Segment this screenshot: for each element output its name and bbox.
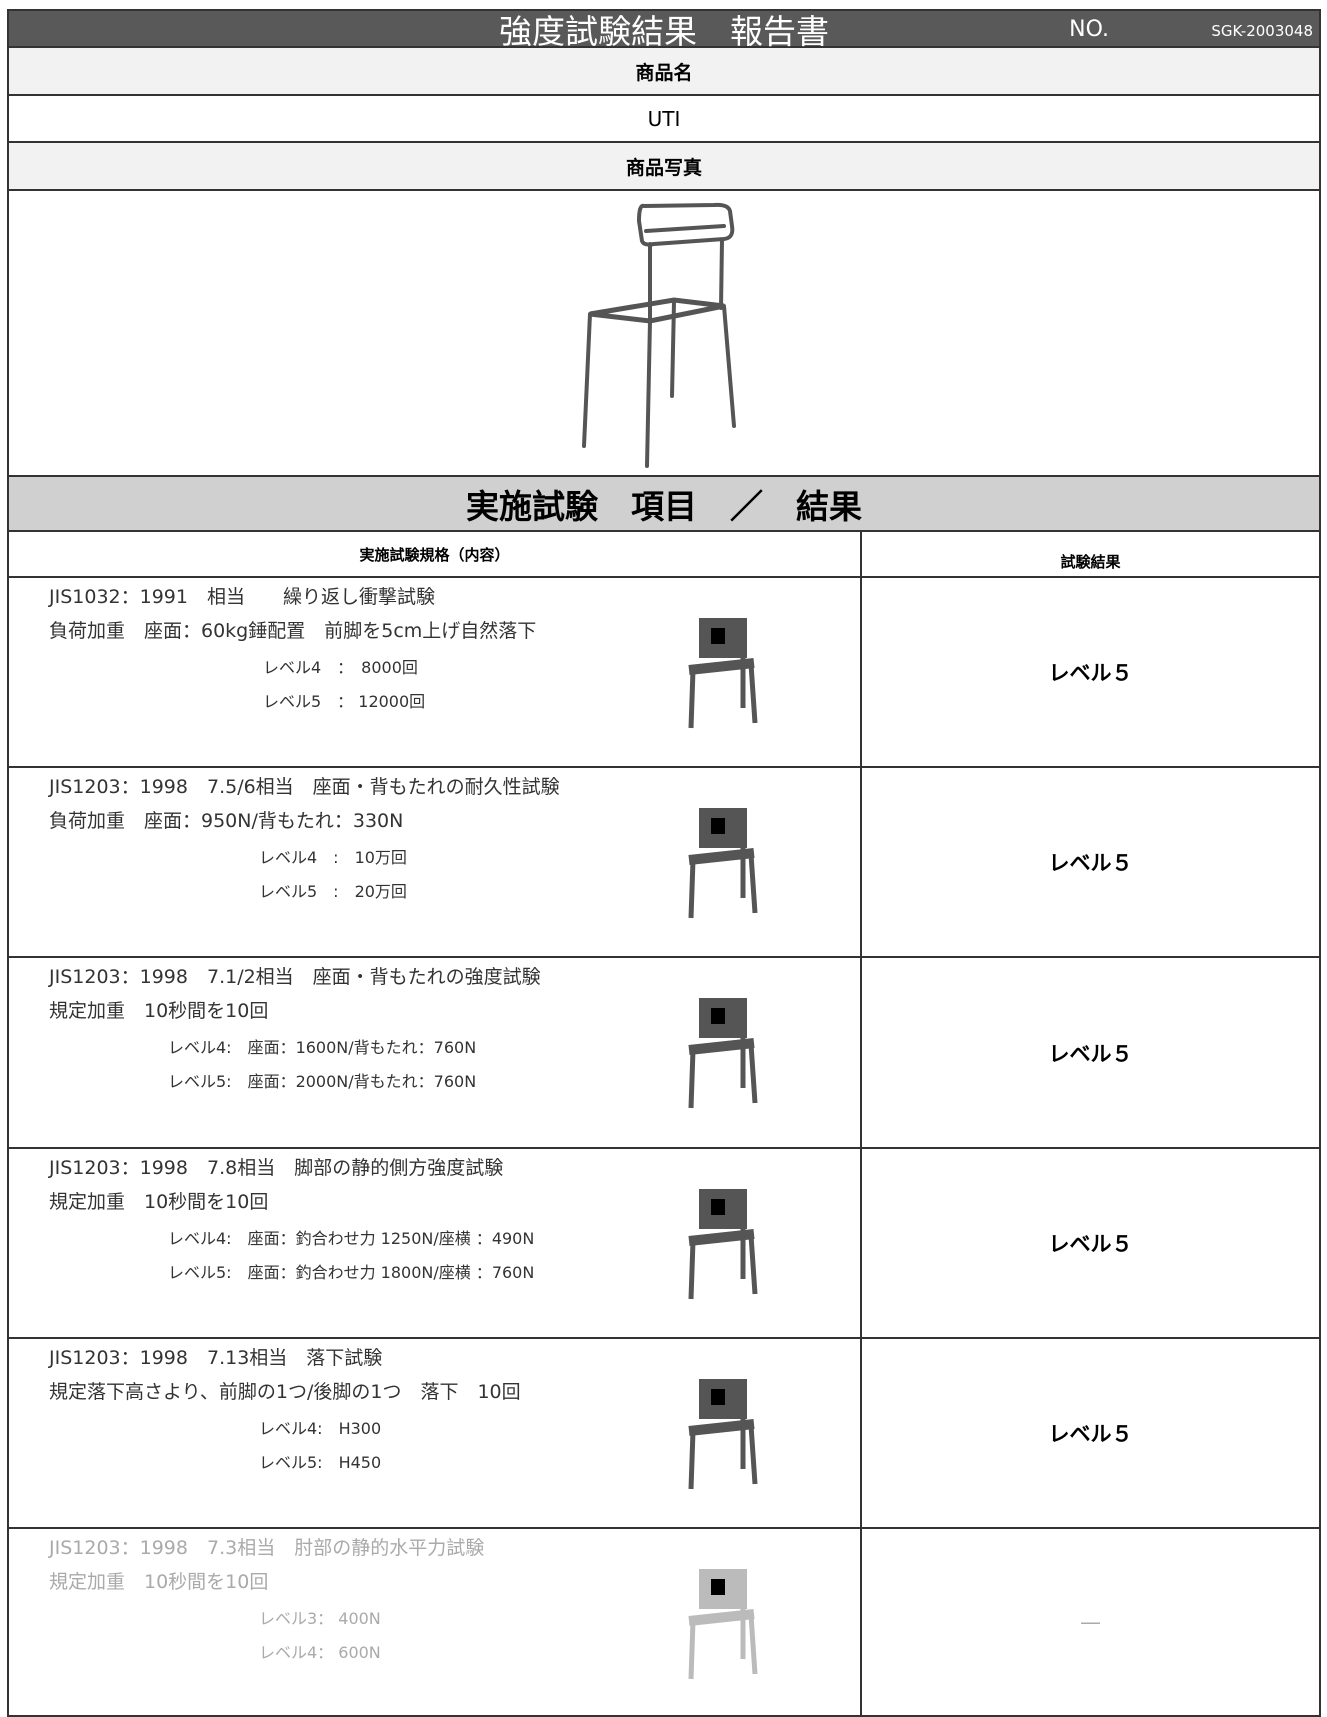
test-row: JIS1203：1998 7.3相当 肘部の静的水平力試験 規定加重 10秒間を1… xyxy=(7,1529,1321,1717)
result: レベル５ xyxy=(1048,661,1133,685)
col-standard: 実施試験規格（内容） xyxy=(9,532,862,576)
level: レベル5: 座面：2000N/背もたれ：760N xyxy=(168,1072,477,1091)
section-title: 実施試験 項目 ／ 結果 xyxy=(7,477,1321,532)
text: 実施試験 項目 ／ 結果 xyxy=(466,486,862,526)
standard: JIS1032：1991 相当 繰り返し衝撃試験 xyxy=(49,586,435,608)
test-icon xyxy=(688,998,758,1109)
test-row: JIS1203：1998 7.8相当 脚部の静的側方強度試験 規定加重 10秒間を… xyxy=(7,1149,1321,1339)
result: レベル５ xyxy=(1048,851,1133,875)
level: レベル5 : 20万回 xyxy=(259,882,407,901)
level: レベル5: 座面：釣合わせ力 1800N/座横 ：760N xyxy=(168,1263,535,1282)
test-row: JIS1203：1998 7.5/6相当 座面・背もたれの耐久性試験 負荷加重 座… xyxy=(7,768,1321,958)
chair-photo xyxy=(582,202,736,468)
result: — xyxy=(1080,1610,1101,1634)
text: 商品写真 xyxy=(625,156,702,179)
standard: JIS1203：1998 7.3相当 肘部の静的水平力試験 xyxy=(49,1537,485,1559)
level: レベル5: H450 xyxy=(259,1453,382,1472)
test-icon xyxy=(688,1569,758,1680)
test-row: JIS1203：1998 7.1/2相当 座面・背もたれの強度試験 規定加重 10… xyxy=(7,958,1321,1149)
text: UTI xyxy=(647,106,681,131)
standard: JIS1203：1998 7.1/2相当 座面・背もたれの強度試験 xyxy=(49,966,541,988)
test-row: JIS1203：1998 7.13相当 落下試験規定落下高さより、前脚の1つ/後… xyxy=(7,1339,1321,1529)
level: レベル3： 400N xyxy=(259,1609,381,1628)
standard-cell: JIS1203：1998 7.13相当 落下試験規定落下高さより、前脚の1つ/後… xyxy=(9,1339,862,1527)
standard-cell: JIS1203：1998 7.3相当 肘部の静的水平力試験 規定加重 10秒間を1… xyxy=(9,1529,862,1715)
standard-cell: JIS1203：1998 7.1/2相当 座面・背もたれの強度試験 規定加重 10… xyxy=(9,958,862,1147)
test-icon xyxy=(688,1379,758,1490)
level: レベル4: 座面：釣合わせ力 1250N/座横 ：490N xyxy=(168,1229,535,1248)
col-result: 試験結果 xyxy=(1060,553,1121,571)
load: 規定落下高さより、前脚の1つ/後脚の1つ 落下 10回 xyxy=(49,1381,521,1403)
load: 規定加重 10秒間を10回 xyxy=(49,1571,269,1593)
no-label: NO. xyxy=(1069,17,1109,42)
test-icon xyxy=(688,808,758,919)
load: 負荷加重 座面：60kg錘配置 前脚を5cm上げ自然落下 xyxy=(49,620,537,642)
product-name: UTI xyxy=(7,96,1321,143)
level: レベル4 : 10万回 xyxy=(259,848,407,867)
table-header: 実施試験規格（内容） 試験結果 xyxy=(7,532,1321,578)
text: 商品名 xyxy=(635,61,693,84)
load: 規定加重 10秒間を10回 xyxy=(49,1000,269,1022)
photo-area xyxy=(7,191,1321,477)
test-icon xyxy=(688,618,758,729)
standard-cell: JIS1032：1991 相当 繰り返し衝撃試験負荷加重 座面：60kg錘配置 … xyxy=(9,578,862,766)
standard-cell: JIS1203：1998 7.8相当 脚部の静的側方強度試験 規定加重 10秒間を… xyxy=(9,1149,862,1337)
load: 負荷加重 座面：950N/背もたれ：330N xyxy=(49,810,404,832)
level: レベル4 ： 8000回 xyxy=(263,658,418,677)
result: レベル５ xyxy=(1048,1232,1133,1256)
level: レベル5 ： 12000回 xyxy=(263,692,426,711)
report-no: SGK-2003048 xyxy=(1211,22,1313,40)
load: 規定加重 10秒間を10回 xyxy=(49,1191,269,1213)
standard: JIS1203：1998 7.13相当 落下試験 xyxy=(49,1347,383,1369)
standard-cell: JIS1203：1998 7.5/6相当 座面・背もたれの耐久性試験 負荷加重 座… xyxy=(9,768,862,956)
name-label: 商品名 xyxy=(7,48,1321,96)
result: レベル５ xyxy=(1048,1422,1133,1446)
level: レベル4： 600N xyxy=(259,1643,381,1662)
test-icon xyxy=(688,1189,758,1300)
photo-label: 商品写真 xyxy=(7,143,1321,191)
title-bar: 強度試験結果 報告書 NO. SGK-2003048 xyxy=(7,9,1321,51)
standard: JIS1203：1998 7.5/6相当 座面・背もたれの耐久性試験 xyxy=(49,776,560,798)
title: 強度試験結果 報告書 xyxy=(499,11,829,51)
level: レベル4: H300 xyxy=(259,1419,382,1438)
standard: JIS1203：1998 7.8相当 脚部の静的側方強度試験 xyxy=(49,1157,504,1179)
result: レベル５ xyxy=(1048,1041,1133,1066)
test-row: JIS1032：1991 相当 繰り返し衝撃試験負荷加重 座面：60kg錘配置 … xyxy=(7,578,1321,768)
level: レベル4: 座面：1600N/背もたれ：760N xyxy=(168,1038,477,1057)
